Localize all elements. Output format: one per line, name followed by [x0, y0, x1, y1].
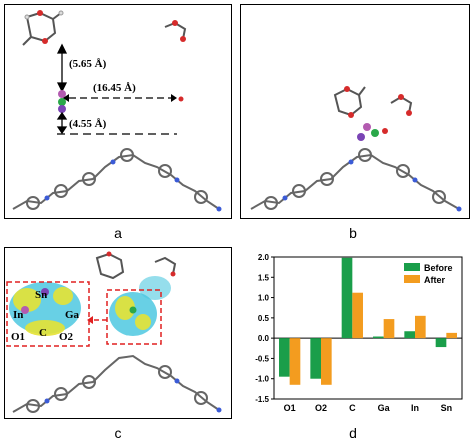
bar-before-c: [341, 257, 353, 339]
y-tick-label: 0.0: [258, 334, 270, 343]
y-tick-label: 2.0: [258, 253, 270, 262]
x-tick-label: Sn: [441, 403, 453, 413]
x-tick-label: In: [411, 403, 419, 413]
legend-label-before: Before: [424, 263, 453, 273]
atom-label-o1: O1: [11, 331, 25, 343]
plot-frame: [273, 256, 463, 400]
bar-before-in: [404, 331, 415, 339]
panel-a: (5.65 Å) (16.45 Å) (4.55 Å): [4, 4, 232, 219]
polymer-chain: [12, 354, 220, 413]
panel-b-figure: [250, 86, 462, 212]
lower-distance-label: (4.55 Å): [69, 118, 107, 130]
inset-box-right: [106, 289, 162, 345]
y-tick-label: -1.0: [255, 375, 269, 384]
y-tick-label: 0.5: [258, 314, 270, 323]
vertical-distance-label: (5.65 Å): [69, 58, 107, 70]
y-tick-label: -0.5: [255, 354, 269, 363]
panel-c-figure: Sn In Ga O1 C O2: [6, 251, 222, 413]
legend-swatch-before: [404, 263, 420, 271]
bar-after-o2: [321, 338, 332, 385]
lower-distance-arrow: [56, 111, 68, 135]
bar-before-ga: [373, 336, 384, 339]
bar-before-sn: [435, 338, 447, 348]
small-molecule: [164, 21, 187, 40]
polymer-chain: [250, 148, 460, 210]
small-molecule: [390, 95, 413, 114]
atom-label-sn: Sn: [35, 289, 47, 301]
atom-label-c: C: [39, 327, 47, 339]
y-tick-label: 1.5: [258, 273, 270, 282]
panel-c-caption: c: [114, 425, 122, 441]
bar-after-sn: [446, 332, 457, 339]
panel-a-figure: (5.65 Å) (16.45 Å) (4.55 Å): [12, 10, 222, 212]
vertical-distance-arrow: [56, 43, 68, 93]
horizontal-distance-label: (16.45 Å): [93, 82, 136, 94]
polymer-chain: [12, 148, 220, 210]
charge-density-right: [109, 276, 171, 336]
bar-before-o2: [310, 338, 321, 379]
atom-label-ga: Ga: [65, 309, 80, 321]
y-tick-label: 1.0: [258, 294, 270, 303]
panel-d: -1.5 -1.0 -0.5 0.0 0.5 1.0 1.5 2.0 O1 O2 C Ga In Sn Be…: [240, 247, 470, 419]
ester-molecule: [333, 86, 366, 117]
x-tick-label: C: [349, 403, 356, 413]
bar-chart: -1.5 -1.0 -0.5 0.0 0.5 1.0 1.5 2.0 O1 O2 C Ga In Sn Be…: [255, 253, 463, 413]
panel-b-caption: b: [349, 225, 357, 241]
bar-before-o1: [279, 338, 290, 377]
legend-swatch-after: [404, 275, 420, 283]
x-tick-label: O1: [284, 403, 296, 413]
charge-density-left: [9, 282, 81, 336]
panel-c: Sn In Ga O1 C O2: [4, 247, 232, 419]
legend-label-after: After: [424, 275, 445, 285]
y-tick-label: -1.5: [255, 395, 269, 404]
atom-label-o2: O2: [59, 331, 74, 343]
bar-after-in: [415, 315, 426, 339]
panel-d-caption: d: [349, 425, 357, 441]
bar-after-c: [352, 292, 363, 339]
bar-after-ga: [383, 319, 395, 339]
panel-a-caption: a: [114, 225, 122, 241]
atom-label-in: In: [13, 309, 23, 321]
panel-b: [240, 4, 470, 219]
x-tick-label: Ga: [378, 403, 391, 413]
bar-after-o1: [289, 338, 301, 385]
inset-box-left: [6, 281, 90, 347]
x-tick-label: O2: [315, 403, 327, 413]
